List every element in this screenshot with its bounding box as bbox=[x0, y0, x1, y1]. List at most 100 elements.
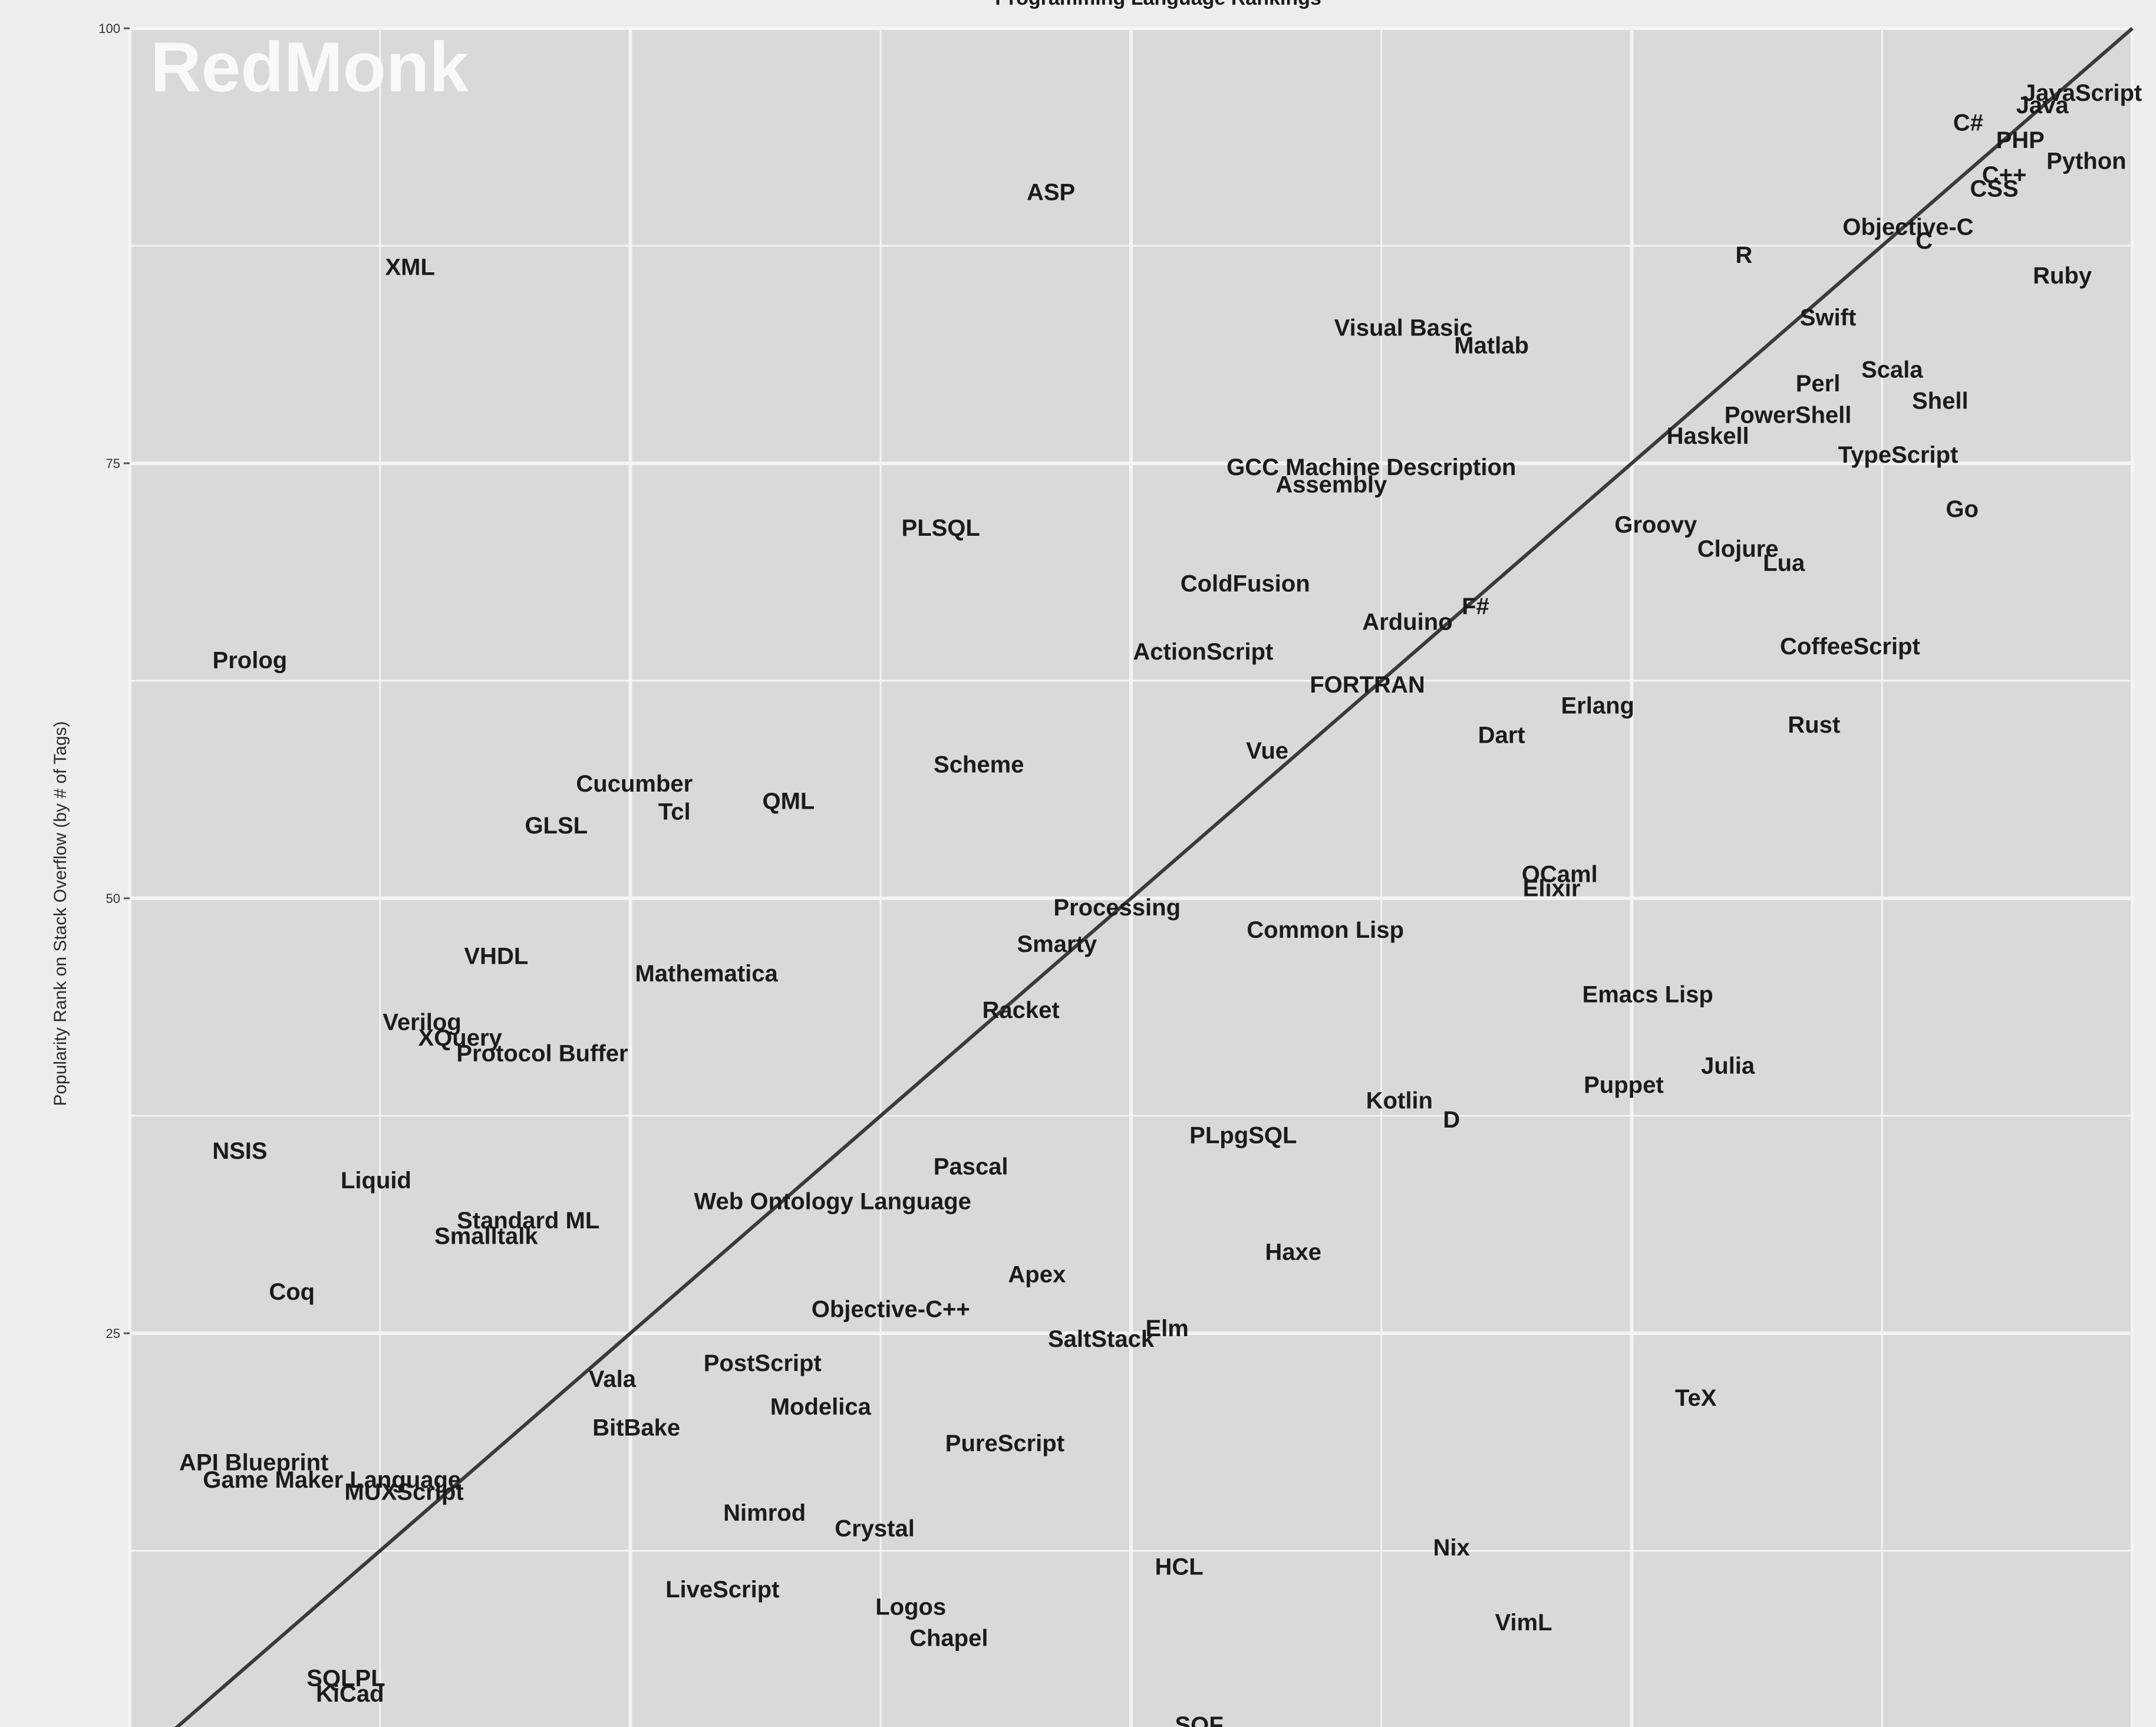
data-point-label: ActionScript bbox=[1133, 639, 1273, 665]
data-point-label: Apex bbox=[1008, 1262, 1066, 1288]
watermark-logo: RedMonk bbox=[150, 28, 469, 107]
data-point-label: Swift bbox=[1800, 305, 1857, 331]
data-point-label: Haskell bbox=[1667, 423, 1749, 449]
data-point-label: Haxe bbox=[1265, 1239, 1321, 1265]
data-point-label: Python bbox=[2046, 148, 2127, 174]
data-point-label: PLpgSQL bbox=[1189, 1122, 1297, 1148]
data-point-label: Mathematica bbox=[635, 961, 778, 987]
data-point-label: Vue bbox=[1246, 738, 1288, 764]
gridlines bbox=[128, 27, 2134, 1727]
data-point-label: Clojure bbox=[1697, 536, 1779, 562]
data-point-label: C++ bbox=[1982, 162, 2027, 188]
data-point-label: Game Maker Language bbox=[203, 1467, 461, 1493]
data-point-label: Pascal bbox=[934, 1154, 1008, 1180]
data-point-label: Objective-C++ bbox=[812, 1297, 970, 1323]
chart-title: Programming Language Rankings bbox=[995, 0, 1321, 9]
data-point-label: Scheme bbox=[934, 752, 1024, 778]
data-point-label: XQuery bbox=[418, 1025, 503, 1051]
y-tick-label: 100 bbox=[98, 21, 120, 36]
data-point-label: Processing bbox=[1053, 895, 1181, 921]
data-point-label: QML bbox=[763, 789, 815, 815]
data-point-label: Julia bbox=[1701, 1053, 1755, 1079]
data-point-label: GCC Machine Description bbox=[1227, 454, 1516, 480]
data-point-label: PowerShell bbox=[1725, 402, 1852, 428]
data-point-label: Assembly bbox=[1275, 472, 1387, 497]
data-point-label: C bbox=[1916, 228, 1933, 254]
data-point-label: Prolog bbox=[213, 648, 288, 674]
data-point-label: Chapel bbox=[909, 1626, 988, 1652]
data-point-label: FORTRAN bbox=[1310, 672, 1425, 698]
data-point-label: Elixir bbox=[1523, 875, 1581, 901]
data-point-label: Ruby bbox=[2033, 263, 2092, 289]
data-point-label: Verilog bbox=[383, 1010, 461, 1036]
data-point-label: Nix bbox=[1433, 1535, 1470, 1561]
y-tick-label: 25 bbox=[106, 1326, 120, 1341]
data-point-label: Common Lisp bbox=[1247, 917, 1404, 943]
data-point-label: R bbox=[1735, 242, 1752, 268]
data-point-label: SaltStack bbox=[1048, 1326, 1155, 1352]
data-point-label: SQLPL bbox=[306, 1665, 385, 1691]
data-point-label: C# bbox=[1953, 110, 1983, 136]
data-point-label: ColdFusion bbox=[1181, 571, 1310, 597]
data-point-label: SQF bbox=[1175, 1712, 1223, 1727]
data-point-label: API Blueprint bbox=[179, 1449, 328, 1475]
data-point-label: CSS bbox=[1970, 176, 2018, 202]
data-point-label: PHP bbox=[1996, 127, 2045, 153]
data-point-label: D bbox=[1443, 1107, 1460, 1133]
data-point-label: KiCad bbox=[316, 1681, 384, 1707]
data-point-label: CoffeeScript bbox=[1780, 634, 1920, 660]
data-point-label: Protocol Buffer bbox=[456, 1041, 628, 1067]
data-point-label: VHDL bbox=[464, 943, 528, 969]
data-point-label: GLSL bbox=[525, 813, 588, 839]
data-point-label: HCL bbox=[1155, 1554, 1203, 1580]
data-point-label: Smalltalk bbox=[434, 1224, 538, 1250]
data-point-label: Standard ML bbox=[457, 1208, 599, 1234]
data-point-label: NSIS bbox=[212, 1138, 267, 1164]
data-point-label: PLSQL bbox=[902, 515, 980, 541]
data-point-label: Puppet bbox=[1584, 1072, 1664, 1098]
data-point-label: Matlab bbox=[1454, 332, 1529, 358]
data-point-label: F# bbox=[1462, 594, 1489, 619]
data-point-label: Logos bbox=[875, 1594, 946, 1620]
data-point-label: Groovy bbox=[1614, 512, 1697, 538]
data-point-label: Smarty bbox=[1017, 931, 1097, 957]
data-point-label: Emacs Lisp bbox=[1583, 981, 1713, 1007]
data-point-label: Erlang bbox=[1561, 693, 1634, 719]
y-tick-label: 50 bbox=[106, 891, 120, 906]
data-point-label: LiveScript bbox=[665, 1577, 779, 1603]
data-point-label: BitBake bbox=[592, 1415, 680, 1441]
data-point-label: Tcl bbox=[658, 799, 691, 825]
data-point-label: Scala bbox=[1861, 357, 1923, 383]
trend-line bbox=[174, 27, 2134, 1727]
y-axis-title: Popularity Rank on Stack Overflow (by # … bbox=[51, 721, 70, 1106]
data-point-label: OCaml bbox=[1522, 862, 1598, 888]
data-point-label: TeX bbox=[1675, 1385, 1717, 1411]
data-point-label: Web Ontology Language bbox=[694, 1189, 971, 1215]
data-point-label: Visual Basic bbox=[1334, 315, 1473, 341]
data-point-label: Kotlin bbox=[1366, 1087, 1433, 1113]
data-point-label: Objective-C bbox=[1842, 215, 1973, 240]
data-point-label: TypeScript bbox=[1838, 442, 1959, 468]
data-point-label: Liquid bbox=[341, 1168, 411, 1194]
data-point-label: JavaScript bbox=[2023, 80, 2142, 106]
data-point-label: Vala bbox=[589, 1366, 637, 1392]
data-point-label: Arduino bbox=[1362, 609, 1452, 635]
data-point-label: Coq bbox=[269, 1279, 315, 1305]
data-point-label: Elm bbox=[1145, 1316, 1188, 1342]
data-point-label: XML bbox=[385, 254, 435, 280]
y-tick-label: 75 bbox=[106, 456, 120, 471]
data-point-label: Rust bbox=[1788, 712, 1840, 738]
data-point-label: Racket bbox=[983, 997, 1060, 1023]
data-point-label: VimL bbox=[1495, 1610, 1552, 1636]
data-point-label: PureScript bbox=[945, 1431, 1064, 1456]
data-point-label: Lua bbox=[1763, 550, 1805, 576]
data-point-label: Shell bbox=[1912, 388, 1969, 414]
data-point-label: Cucumber bbox=[576, 771, 693, 797]
data-point-label: Nimrod bbox=[723, 1500, 806, 1526]
data-point-label: ASP bbox=[1027, 179, 1075, 205]
data-point-label: Java bbox=[2016, 93, 2069, 118]
data-point-label: MUXScript bbox=[344, 1479, 463, 1505]
